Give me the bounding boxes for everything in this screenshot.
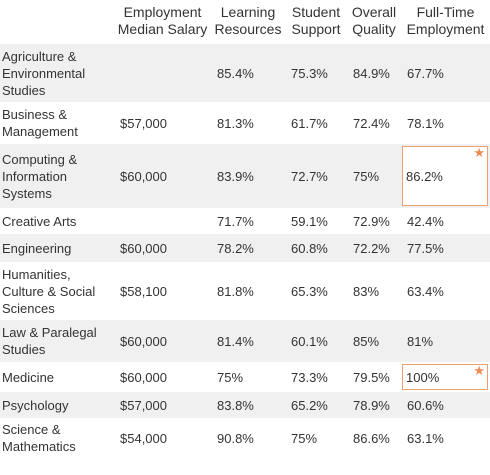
- quality-cell: 84.9%: [347, 44, 401, 102]
- salary-cell: $54,000: [114, 418, 211, 458]
- header-subject: [0, 0, 114, 44]
- comparison-table: Employment Median Salary Learning Resour…: [0, 0, 490, 458]
- table-row: Creative Arts 71.7% 59.1% 72.9% 42.4%: [0, 208, 490, 234]
- header-salary: Employment Median Salary: [114, 0, 211, 44]
- salary-cell: $60,000: [114, 320, 211, 362]
- subject-cell: Law & Paralegal Studies: [0, 320, 114, 362]
- quality-cell: 72.9%: [347, 208, 401, 234]
- fulltime-value: 100%: [406, 369, 440, 385]
- quality-cell: 83%: [347, 262, 401, 320]
- learning-cell: 81.4%: [211, 320, 285, 362]
- header-overall-quality: Overall Quality: [347, 0, 401, 44]
- star-icon: ★: [473, 363, 485, 378]
- salary-cell: [114, 44, 211, 102]
- fulltime-cell: 67.7%: [401, 44, 490, 102]
- table-row: Humanities, Culture & Social Sciences $5…: [0, 262, 490, 320]
- subject-cell: Psychology: [0, 392, 114, 418]
- table-row: Science & Mathematics $54,000 90.8% 75% …: [0, 418, 490, 458]
- header-row: Employment Median Salary Learning Resour…: [0, 0, 490, 44]
- fulltime-cell: 60.6%: [401, 392, 490, 418]
- quality-cell: 75%: [347, 144, 401, 208]
- fulltime-value: 86.2%: [406, 168, 443, 184]
- subject-cell: Engineering: [0, 234, 114, 262]
- subject-cell: Creative Arts: [0, 208, 114, 234]
- header-learning-resources: Learning Resources: [211, 0, 285, 44]
- subject-cell: Computing & Information Systems: [0, 144, 114, 208]
- salary-cell: $57,000: [114, 392, 211, 418]
- table-row: Agriculture & Environmental Studies 85.4…: [0, 44, 490, 102]
- support-cell: 60.8%: [285, 234, 347, 262]
- support-cell: 65.3%: [285, 262, 347, 320]
- fulltime-cell-highlighted: 86.2% ★: [401, 144, 490, 208]
- quality-cell: 79.5%: [347, 362, 401, 392]
- learning-cell: 90.8%: [211, 418, 285, 458]
- learning-cell: 81.8%: [211, 262, 285, 320]
- learning-cell: 83.9%: [211, 144, 285, 208]
- support-cell: 65.2%: [285, 392, 347, 418]
- salary-cell: $60,000: [114, 144, 211, 208]
- salary-cell: $60,000: [114, 362, 211, 392]
- salary-cell: [114, 208, 211, 234]
- support-cell: 61.7%: [285, 102, 347, 144]
- subject-cell: Medicine: [0, 362, 114, 392]
- learning-cell: 75%: [211, 362, 285, 392]
- support-cell: 72.7%: [285, 144, 347, 208]
- table-row: Business & Management $57,000 81.3% 61.7…: [0, 102, 490, 144]
- fulltime-cell: 77.5%: [401, 234, 490, 262]
- quality-cell: 72.4%: [347, 102, 401, 144]
- support-cell: 59.1%: [285, 208, 347, 234]
- highlight-box: 100% ★: [402, 364, 488, 390]
- fulltime-cell: 78.1%: [401, 102, 490, 144]
- table-row: Psychology $57,000 83.8% 65.2% 78.9% 60.…: [0, 392, 490, 418]
- support-cell: 75.3%: [285, 44, 347, 102]
- table-row: Computing & Information Systems $60,000 …: [0, 144, 490, 208]
- fulltime-cell: 42.4%: [401, 208, 490, 234]
- support-cell: 60.1%: [285, 320, 347, 362]
- table-row: Medicine $60,000 75% 73.3% 79.5% 100% ★: [0, 362, 490, 392]
- table-row: Engineering $60,000 78.2% 60.8% 72.2% 77…: [0, 234, 490, 262]
- learning-cell: 85.4%: [211, 44, 285, 102]
- star-icon: ★: [473, 145, 485, 160]
- subject-cell: Humanities, Culture & Social Sciences: [0, 262, 114, 320]
- fulltime-cell: 81%: [401, 320, 490, 362]
- fulltime-cell-highlighted: 100% ★: [401, 362, 490, 392]
- highlight-box: 86.2% ★: [402, 146, 488, 206]
- quality-cell: 78.9%: [347, 392, 401, 418]
- quality-cell: 85%: [347, 320, 401, 362]
- salary-cell: $60,000: [114, 234, 211, 262]
- support-cell: 73.3%: [285, 362, 347, 392]
- learning-cell: 83.8%: [211, 392, 285, 418]
- learning-cell: 71.7%: [211, 208, 285, 234]
- quality-cell: 72.2%: [347, 234, 401, 262]
- learning-cell: 81.3%: [211, 102, 285, 144]
- subject-cell: Agriculture & Environmental Studies: [0, 44, 114, 102]
- table-row: Law & Paralegal Studies $60,000 81.4% 60…: [0, 320, 490, 362]
- salary-cell: $57,000: [114, 102, 211, 144]
- learning-cell: 78.2%: [211, 234, 285, 262]
- header-full-time-employment: Full-Time Employment: [401, 0, 490, 44]
- subject-cell: Business & Management: [0, 102, 114, 144]
- salary-cell: $58,100: [114, 262, 211, 320]
- quality-cell: 86.6%: [347, 418, 401, 458]
- header-student-support: Student Support: [285, 0, 347, 44]
- fulltime-cell: 63.4%: [401, 262, 490, 320]
- fulltime-cell: 63.1%: [401, 418, 490, 458]
- support-cell: 75%: [285, 418, 347, 458]
- subject-cell: Science & Mathematics: [0, 418, 114, 458]
